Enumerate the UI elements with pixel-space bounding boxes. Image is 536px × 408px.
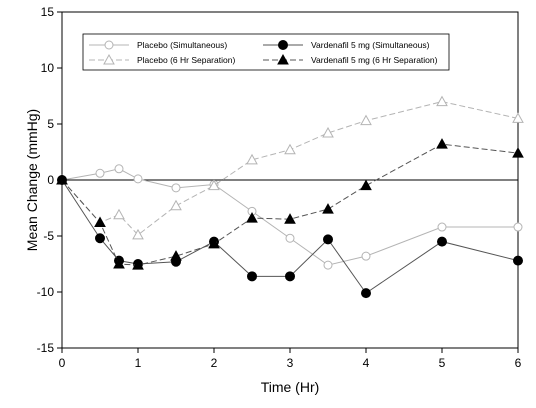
y-tick-label: -5: [43, 229, 54, 243]
y-tick-label: 15: [41, 5, 55, 19]
y-tick-label: -15: [37, 341, 55, 355]
series-layer: [56, 95, 524, 299]
series-1: [56, 95, 524, 240]
legend-label: Vardenafil 5 mg (Simultaneous): [311, 40, 430, 50]
data-point: [323, 234, 333, 245]
legend-marker: [104, 40, 114, 50]
x-tick-label: 5: [439, 356, 446, 370]
data-point: [113, 257, 125, 269]
data-point: [513, 222, 523, 232]
legend-item: Placebo (Simultaneous): [89, 40, 227, 50]
data-point: [436, 138, 448, 149]
series-line: [61, 143, 519, 266]
data-point: [170, 250, 182, 261]
data-point: [94, 216, 106, 228]
data-point: [436, 95, 448, 107]
data-point: [132, 228, 144, 240]
x-tick-label: 6: [515, 356, 522, 370]
x-tick-label: 2: [211, 356, 218, 370]
data-point: [247, 271, 257, 282]
data-point: [246, 153, 258, 165]
data-point: [114, 164, 124, 174]
data-point: [284, 213, 296, 224]
data-point: [361, 251, 371, 261]
data-point: [246, 212, 258, 223]
data-point: [132, 259, 144, 270]
data-point: [323, 260, 333, 270]
y-tick-label: -10: [37, 285, 55, 299]
legend-box: [82, 33, 450, 71]
data-point: [322, 203, 334, 214]
data-point: [360, 179, 372, 191]
data-point: [512, 147, 524, 158]
data-point: [322, 126, 334, 138]
plot-area: -15 -10 -5 0 5 10 15 0 1 2 3 4 5 6: [37, 5, 522, 370]
legend-label: Vardenafil 5 mg (6 Hr Separation): [311, 55, 438, 65]
legend-marker: [278, 40, 288, 50]
y-tick-label: 10: [41, 61, 55, 75]
legend-marker: [277, 53, 289, 65]
data-point: [437, 222, 447, 232]
y-axis-title: Mean Change (mmHg): [24, 109, 40, 251]
data-point: [437, 236, 447, 247]
data-point: [513, 255, 523, 266]
x-tick-label: 0: [59, 356, 66, 370]
data-point: [56, 173, 68, 185]
data-point: [512, 112, 524, 123]
data-point: [361, 288, 371, 299]
x-tick-label: 4: [363, 356, 370, 370]
legend-label: Placebo (Simultaneous): [137, 40, 227, 50]
legend-marker: [103, 53, 115, 65]
data-point: [95, 233, 105, 244]
data-point: [284, 143, 296, 155]
legend-item: Vardenafil 5 mg (6 Hr Separation): [263, 53, 438, 65]
legend-label: Placebo (6 Hr Separation): [137, 55, 235, 65]
legend: Placebo (Simultaneous) Placebo (6 Hr Sepa…: [82, 33, 450, 71]
data-point: [171, 183, 181, 193]
data-point: [360, 114, 372, 126]
data-point: [113, 208, 125, 220]
data-point: [133, 174, 143, 184]
x-tick-label: 1: [135, 356, 142, 370]
data-point: [170, 199, 182, 211]
data-point: [95, 168, 105, 178]
series-3: [56, 138, 524, 270]
legend-item: Vardenafil 5 mg (Simultaneous): [263, 40, 430, 50]
data-point: [285, 271, 295, 282]
y-tick-label: 5: [47, 117, 54, 131]
data-point: [208, 179, 220, 191]
y-tick-label: 0: [47, 173, 54, 187]
x-axis-title: Time (Hr): [261, 379, 320, 395]
x-tick-label: 3: [287, 356, 294, 370]
data-point: [285, 233, 295, 243]
legend-item: Placebo (6 Hr Separation): [89, 53, 235, 65]
data-point: [208, 237, 220, 249]
